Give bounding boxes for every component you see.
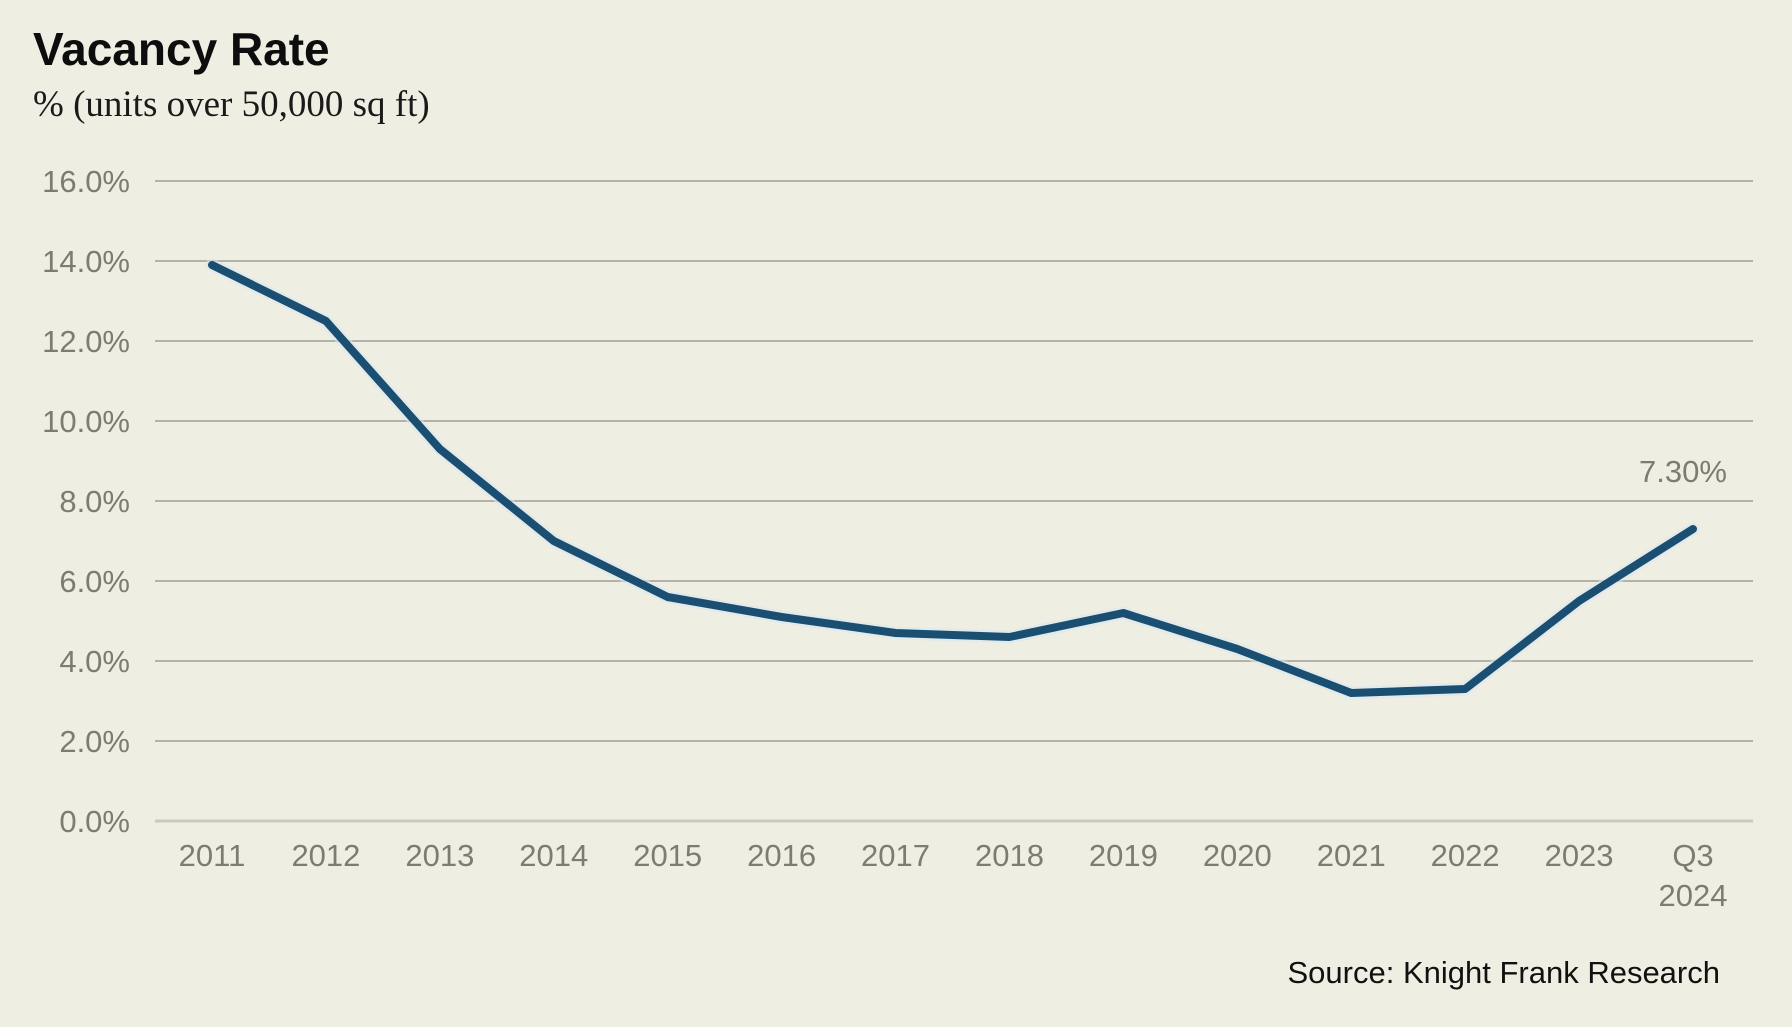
y-tick-label: 2.0%	[59, 724, 130, 759]
x-tick-label: 2011	[179, 838, 246, 873]
y-tick-label: 12.0%	[42, 324, 130, 359]
y-tick-label: 6.0%	[59, 564, 130, 599]
x-tick-label: 2020	[1203, 838, 1272, 873]
y-tick-label: 10.0%	[42, 404, 130, 439]
x-tick-label: 2012	[291, 838, 360, 873]
x-tick-label: 2022	[1431, 838, 1500, 873]
x-tick-label: 2017	[861, 838, 930, 873]
y-tick-label: 16.0%	[42, 164, 130, 199]
x-tick-label: 2021	[1317, 838, 1386, 873]
x-tick-label: 2016	[747, 838, 816, 873]
y-tick-label: 14.0%	[42, 244, 130, 279]
y-tick-label: 0.0%	[59, 804, 130, 839]
x-tick-label: 2014	[519, 838, 588, 873]
last-point-value-label: 7.30%	[1639, 454, 1727, 489]
y-tick-label: 8.0%	[59, 484, 130, 519]
x-tick-label: 2018	[975, 838, 1044, 873]
series-line-halo	[205, 258, 1700, 700]
x-tick-label: 2019	[1089, 838, 1158, 873]
x-tick-label: 2015	[633, 838, 702, 873]
series-line	[208, 261, 1697, 697]
chart-subtitle: % (units over 50,000 sq ft)	[33, 84, 430, 125]
source-credit: Source: Knight Frank Research	[1287, 955, 1721, 990]
x-tick-label: 2023	[1545, 838, 1614, 873]
x-tick-label: 2013	[405, 838, 474, 873]
y-tick-label: 4.0%	[59, 644, 130, 679]
chart-title: Vacancy Rate	[33, 23, 330, 75]
x-tick-label: Q3 2024	[1659, 838, 1728, 913]
